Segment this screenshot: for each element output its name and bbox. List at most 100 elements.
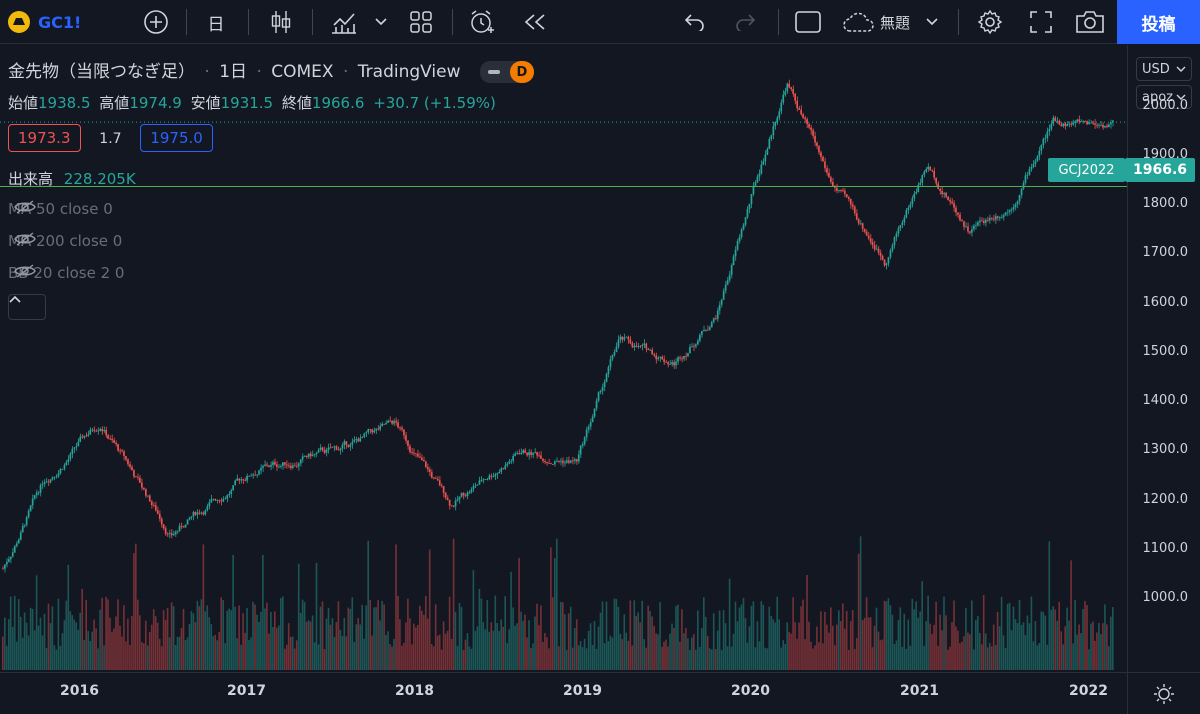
volume-bar [653, 626, 655, 670]
candle-body [172, 534, 175, 536]
candle-body [359, 438, 362, 442]
candle-body [522, 450, 524, 453]
volume-bar [95, 628, 97, 670]
eye-hidden-icon[interactable] [14, 200, 36, 214]
candle-body [724, 284, 727, 291]
volume-bar [984, 633, 987, 670]
gold-icon [8, 11, 30, 33]
sell-button[interactable]: 1973.3 [8, 124, 81, 152]
volume-bar [891, 614, 894, 670]
gear-icon[interactable] [974, 0, 1006, 44]
candle-body [661, 356, 663, 360]
fullscreen-box-icon[interactable] [793, 0, 823, 44]
volume-bar [587, 631, 590, 670]
volume-bar [226, 610, 228, 670]
candle-body [286, 464, 288, 466]
ma200-row[interactable]: MA 200 close 0 [8, 232, 122, 250]
publish-button[interactable]: 投稿 [1117, 0, 1200, 44]
indicators-icon[interactable] [328, 0, 360, 44]
volume-bar [347, 607, 350, 670]
symbol-search-button[interactable]: GC1! [8, 0, 92, 44]
volume-bar [599, 612, 602, 670]
candle-body [532, 452, 534, 455]
volume-bar [681, 609, 683, 670]
eye-hidden-icon[interactable] [14, 232, 36, 246]
expand-icon[interactable] [1026, 0, 1056, 44]
price-axis[interactable]: USD apoz 2000.0 1900.0 1800.0 1700.0 1600.0 1… [1127, 45, 1200, 672]
candle-body [917, 184, 920, 193]
time-axis[interactable]: 2016 2017 2018 2019 2020 2021 2022 [0, 672, 1127, 714]
spread-value: 1.7 [99, 131, 122, 147]
volume-bar [1094, 640, 1096, 670]
candle-body [633, 345, 636, 348]
volume-bar [145, 620, 147, 670]
price-tick: 1800.0 [1142, 196, 1189, 212]
axis-settings-button[interactable] [1127, 672, 1200, 714]
candle-body [599, 390, 602, 393]
camera-icon[interactable] [1074, 0, 1106, 44]
candle-body [766, 149, 769, 155]
candle-body [335, 446, 338, 450]
interval-button[interactable]: 日 [207, 14, 225, 35]
buy-button[interactable]: 1975.0 [140, 124, 213, 152]
volume-bar [448, 596, 451, 670]
volume-bar [188, 623, 191, 670]
candle-body [41, 484, 44, 486]
volume-bar [712, 613, 715, 670]
candle-body [186, 519, 189, 525]
candles-icon[interactable] [265, 0, 297, 44]
volume-bar [704, 616, 707, 670]
alert-clock-icon[interactable] [466, 0, 498, 44]
candle-body [184, 524, 187, 528]
candle-body [637, 346, 640, 348]
layout-name-button[interactable]: 無題 [842, 0, 948, 44]
volume-bar [748, 626, 751, 670]
volume-bar [718, 610, 721, 670]
replay-icon[interactable] [520, 0, 550, 44]
candle-body [1066, 124, 1068, 126]
candle-body [1022, 183, 1025, 189]
candle-body [444, 492, 447, 498]
volume-bar [627, 641, 630, 670]
collapse-legend-button[interactable] [8, 294, 46, 320]
currency-select[interactable]: USD [1136, 57, 1192, 81]
symbol-description[interactable]: 金先物（当限つなぎ足） [8, 62, 195, 82]
candle-body [454, 500, 457, 507]
eye-hidden-icon[interactable] [14, 264, 36, 278]
candle-body [238, 478, 240, 481]
volume-bar [889, 605, 892, 670]
volume-bar [734, 601, 737, 670]
candle-body [9, 556, 12, 560]
volume-bar [147, 645, 149, 670]
undo-icon[interactable] [680, 0, 710, 44]
scale-select[interactable]: apoz [1136, 85, 1192, 109]
redo-icon[interactable] [730, 0, 760, 44]
chevron-down-icon[interactable] [372, 0, 390, 44]
volume-bar [244, 632, 246, 670]
layout-grid-icon[interactable] [406, 0, 436, 44]
volume-bar [851, 610, 854, 670]
candle-body [375, 428, 377, 431]
candle-body [367, 429, 370, 433]
volume-bar [232, 555, 234, 670]
candle-body [307, 453, 310, 457]
candle-body [35, 492, 38, 496]
bb-row[interactable]: BB 20 close 2 0 [8, 264, 124, 282]
compare-add-icon[interactable] [140, 0, 172, 44]
volume-bar [550, 547, 552, 670]
market-status-badge[interactable]: D [479, 61, 534, 83]
ma50-row[interactable]: MA 50 close 0 [8, 200, 113, 218]
volume-bar [337, 601, 340, 670]
candle-body [583, 437, 586, 445]
volume-bar [593, 621, 596, 670]
candle-body [39, 485, 42, 493]
volume-bar [476, 626, 479, 670]
candle-body [361, 436, 364, 438]
volume-bar [842, 603, 844, 670]
candle-body [1094, 123, 1096, 125]
candle-body [258, 470, 260, 475]
candle-body [816, 142, 818, 147]
chart-pane[interactable]: 金先物（当限つなぎ足） · 1日 · COMEX · TradingView D… [0, 45, 1127, 672]
volume-bar [1036, 645, 1039, 670]
volume-bar [278, 625, 280, 670]
